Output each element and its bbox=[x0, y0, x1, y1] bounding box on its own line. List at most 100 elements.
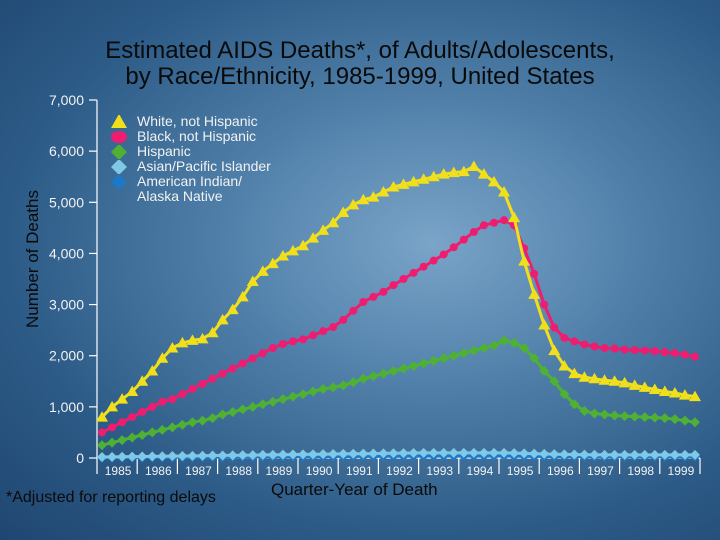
data-point bbox=[298, 389, 309, 400]
series-2 bbox=[97, 335, 700, 451]
data-point bbox=[339, 315, 348, 324]
data-point bbox=[156, 352, 169, 363]
legend-marker bbox=[111, 160, 127, 174]
x-tick-label: 1987 bbox=[185, 464, 212, 478]
x-tick-label: 1993 bbox=[426, 464, 453, 478]
data-point bbox=[500, 216, 509, 225]
data-point bbox=[499, 335, 510, 346]
data-point bbox=[659, 449, 670, 460]
data-point bbox=[538, 319, 551, 330]
data-point bbox=[247, 450, 258, 461]
y-tick-label: 7,000 bbox=[49, 92, 84, 108]
data-point bbox=[167, 422, 178, 433]
data-point bbox=[618, 376, 631, 388]
data-point bbox=[409, 268, 418, 277]
legend-label: Hispanic bbox=[137, 143, 191, 159]
data-point bbox=[97, 451, 108, 462]
data-point bbox=[599, 449, 610, 460]
data-point bbox=[147, 427, 158, 438]
data-point bbox=[126, 385, 139, 397]
y-tick-label: 1,000 bbox=[49, 399, 84, 415]
x-tick-label: 1995 bbox=[507, 464, 534, 478]
data-point bbox=[397, 178, 410, 189]
data-point bbox=[668, 387, 681, 398]
data-point bbox=[629, 411, 640, 422]
data-point bbox=[660, 348, 669, 357]
data-point bbox=[608, 375, 621, 386]
data-point bbox=[268, 344, 277, 353]
data-point bbox=[128, 413, 137, 422]
data-point bbox=[428, 447, 439, 458]
data-point bbox=[559, 389, 570, 400]
data-point bbox=[288, 337, 297, 346]
data-point bbox=[329, 323, 338, 332]
data-point bbox=[348, 448, 359, 459]
data-point bbox=[108, 423, 117, 432]
data-point bbox=[107, 437, 118, 448]
data-point bbox=[458, 447, 469, 458]
data-point bbox=[237, 450, 248, 461]
data-point bbox=[619, 449, 630, 460]
data-point bbox=[236, 290, 249, 302]
data-point bbox=[488, 447, 499, 458]
data-point bbox=[469, 227, 478, 236]
data-point bbox=[307, 232, 320, 243]
data-point bbox=[457, 165, 470, 177]
data-point bbox=[338, 380, 349, 391]
data-point bbox=[198, 379, 207, 388]
data-point bbox=[217, 409, 228, 420]
data-point bbox=[157, 451, 168, 462]
data-point bbox=[448, 447, 459, 458]
data-point bbox=[600, 344, 609, 353]
data-point bbox=[308, 449, 319, 460]
data-point bbox=[449, 243, 458, 252]
data-point bbox=[399, 275, 408, 283]
data-point bbox=[96, 411, 109, 422]
data-point bbox=[118, 418, 127, 427]
data-point bbox=[479, 221, 488, 230]
data-point bbox=[590, 342, 599, 351]
data-point bbox=[579, 449, 590, 460]
data-point bbox=[568, 367, 581, 379]
y-tick-label: 2,000 bbox=[49, 348, 84, 364]
data-point bbox=[246, 275, 259, 287]
data-point bbox=[649, 449, 660, 460]
data-point bbox=[328, 449, 339, 460]
y-tick-label: 3,000 bbox=[49, 297, 84, 313]
data-point bbox=[337, 206, 350, 218]
data-point bbox=[467, 160, 480, 171]
data-point bbox=[187, 450, 198, 461]
data-point bbox=[630, 346, 639, 355]
legend-entry: White, not Hispanic bbox=[110, 114, 271, 129]
data-point bbox=[117, 435, 128, 446]
data-point bbox=[227, 406, 238, 417]
data-point bbox=[689, 449, 700, 460]
data-point bbox=[257, 449, 268, 460]
data-point bbox=[639, 412, 650, 423]
data-point bbox=[137, 429, 148, 440]
data-point bbox=[640, 346, 649, 355]
data-point bbox=[237, 404, 248, 415]
data-point bbox=[407, 175, 420, 187]
data-point bbox=[206, 326, 219, 338]
legend-entry: Hispanic bbox=[110, 144, 271, 159]
data-point bbox=[349, 306, 358, 315]
chart-title-line-2: by Race/Ethnicity, 1985-1999, United Sta… bbox=[125, 63, 595, 90]
data-point bbox=[468, 447, 479, 458]
data-point bbox=[257, 399, 268, 410]
data-point bbox=[418, 358, 429, 369]
data-point bbox=[429, 256, 438, 265]
legend-marker-shape bbox=[111, 160, 127, 174]
data-point bbox=[509, 337, 520, 348]
y-axis-label: Number of Deaths bbox=[23, 190, 42, 328]
data-point bbox=[147, 451, 158, 462]
x-tick-label: 1990 bbox=[306, 464, 333, 478]
legend-marker-shape bbox=[111, 175, 127, 189]
legend-label: Black, not Hispanic bbox=[137, 128, 257, 144]
data-point bbox=[549, 376, 560, 387]
x-tick-label: 1992 bbox=[386, 464, 413, 478]
data-point bbox=[417, 173, 430, 184]
series-1 bbox=[98, 216, 699, 437]
legend-entry: Asian/Pacific Islander bbox=[110, 159, 271, 174]
data-point bbox=[116, 393, 129, 404]
